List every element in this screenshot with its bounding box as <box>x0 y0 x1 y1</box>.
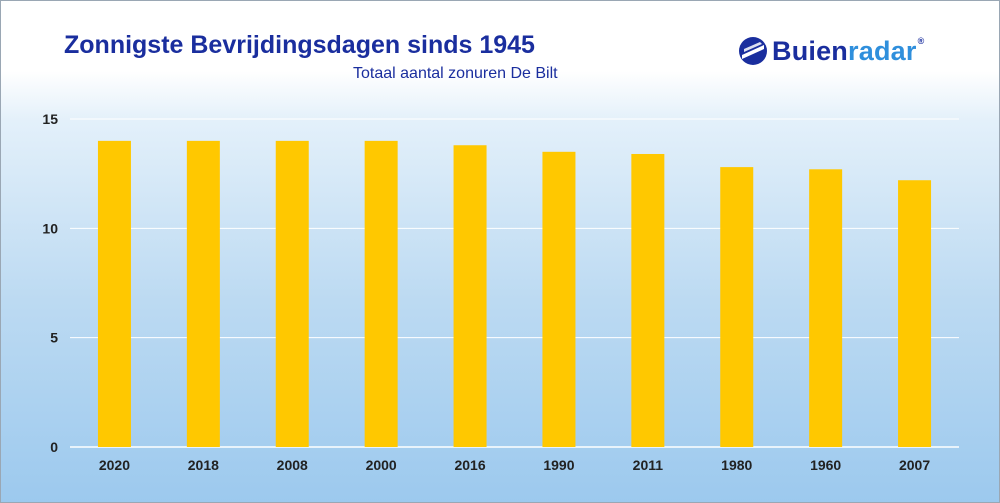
bar-2011 <box>631 153 665 447</box>
x-axis-ticks: 2020 2018 2008 2000 2016 1990 2011 1980 1960 2007 <box>99 457 930 473</box>
x-tick-label-1980: 1980 <box>721 457 752 473</box>
x-tick-label-2018: 2018 <box>188 457 219 473</box>
logo-text: Buienradar® <box>772 36 924 67</box>
x-tick-label-1960: 1960 <box>810 457 841 473</box>
bar-2007 <box>898 180 932 447</box>
y-tick-label: 5 <box>50 330 58 346</box>
bar-1980 <box>720 167 754 447</box>
chart-subtitle: Totaal aantal zonuren De Bilt <box>353 65 558 82</box>
bar-1960 <box>809 169 843 447</box>
buienradar-logo-icon <box>739 37 767 65</box>
y-tick-label: 10 <box>42 220 58 236</box>
buienradar-logo: Buienradar® <box>738 35 924 67</box>
x-tick-label-2000: 2000 <box>366 457 397 473</box>
bars <box>97 140 932 448</box>
x-tick-label-2007: 2007 <box>899 457 930 473</box>
bar-2020 <box>97 140 131 447</box>
x-tick-label-2008: 2008 <box>277 457 308 473</box>
y-tick-label: 15 <box>42 111 58 127</box>
x-tick-label-1990: 1990 <box>543 457 574 473</box>
bar-2000 <box>364 140 398 447</box>
chart-title: Zonnigste Bevrijdingsdagen sinds 1945 <box>64 31 535 59</box>
logo-text-part1: Buien <box>772 35 849 66</box>
logo-registered-mark: ® <box>917 35 925 46</box>
x-tick-label-2011: 2011 <box>633 457 664 473</box>
logo-text-part2: radar <box>848 35 917 66</box>
y-axis-ticks: 0 5 10 15 <box>42 111 58 455</box>
x-tick-label-2020: 2020 <box>99 457 130 473</box>
bar-2008 <box>275 140 309 447</box>
bar-2016 <box>453 145 487 448</box>
y-tick-label: 0 <box>50 439 58 455</box>
x-tick-label-2016: 2016 <box>454 457 485 473</box>
bar-2018 <box>186 140 220 447</box>
bar-1990 <box>542 151 576 448</box>
